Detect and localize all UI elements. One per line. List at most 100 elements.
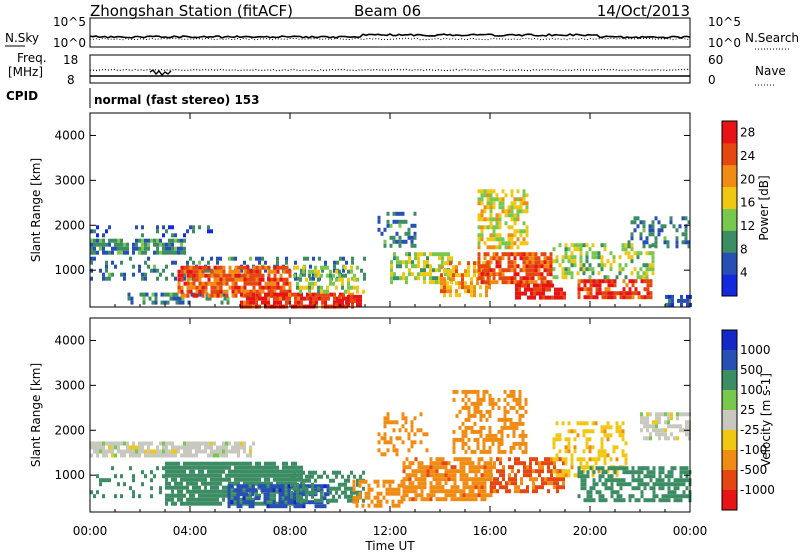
range-cell — [168, 469, 171, 474]
range-cell — [633, 220, 637, 225]
range-cell — [99, 478, 102, 483]
range-cell — [526, 473, 529, 478]
range-cell — [255, 465, 258, 470]
range-cell — [162, 225, 165, 230]
range-cell — [297, 469, 300, 474]
range-cell — [123, 250, 126, 255]
range-cell — [512, 393, 516, 398]
range-cell — [486, 473, 490, 478]
range-cell — [329, 486, 332, 491]
range-cell — [380, 436, 384, 441]
range-cell — [474, 469, 478, 474]
range-cell — [489, 217, 493, 222]
range-cell — [93, 242, 96, 247]
range-cell — [570, 251, 574, 256]
range-cell — [404, 231, 408, 236]
range-cell — [642, 228, 646, 233]
range-cell — [573, 445, 577, 450]
range-cell — [645, 271, 649, 276]
range-cell — [102, 233, 105, 238]
range-cell — [364, 479, 368, 484]
range-cell — [513, 201, 517, 206]
range-cell — [643, 486, 647, 491]
range-cell — [570, 263, 574, 268]
range-cell — [486, 260, 490, 265]
range-cell — [663, 240, 667, 245]
range-cell — [165, 276, 168, 281]
range-cell — [429, 252, 432, 257]
range-cell — [516, 264, 520, 269]
range-cell — [603, 449, 607, 454]
range-cell — [305, 474, 308, 479]
range-cell — [586, 291, 590, 296]
range-cell — [296, 490, 299, 495]
range-cell — [344, 289, 347, 294]
range-cell — [180, 473, 183, 478]
range-cell — [492, 276, 496, 281]
range-cell — [651, 243, 655, 248]
range-cell — [231, 489, 234, 494]
range-cell — [610, 466, 614, 471]
velocity-colorbar-tick: -100 — [740, 443, 767, 457]
range-cell — [231, 281, 235, 286]
range-cell — [537, 268, 541, 273]
range-cell — [270, 465, 273, 470]
range-cell — [389, 243, 393, 248]
range-cell — [432, 485, 436, 490]
range-cell — [312, 272, 315, 277]
range-cell — [402, 272, 405, 277]
range-cell — [477, 457, 481, 462]
range-cell — [147, 242, 150, 247]
range-cell — [219, 289, 223, 294]
range-cell — [350, 486, 353, 491]
range-cell — [249, 289, 253, 294]
range-cell — [135, 238, 138, 243]
range-cell — [429, 469, 433, 474]
range-cell — [501, 237, 505, 242]
range-cell — [290, 494, 293, 499]
range-cell — [500, 417, 504, 422]
range-cell — [582, 243, 586, 248]
range-cell — [252, 465, 255, 470]
range-cell — [480, 209, 484, 214]
range-cell — [168, 242, 171, 247]
range-cell — [160, 300, 164, 305]
range-cell — [341, 474, 344, 479]
range-cell — [405, 485, 409, 490]
range-cell — [547, 465, 550, 470]
range-cell — [607, 279, 611, 284]
range-cell — [673, 498, 677, 503]
range-cell — [636, 255, 640, 260]
range-cell — [591, 271, 595, 276]
range-cell — [441, 252, 444, 257]
range-cell — [633, 267, 637, 272]
range-cell — [492, 233, 496, 238]
range-cell — [258, 465, 261, 470]
range-cell — [621, 437, 625, 442]
range-cell — [488, 285, 491, 290]
range-cell — [476, 437, 480, 442]
range-cell — [636, 224, 640, 229]
range-cell — [417, 256, 420, 261]
range-cell — [598, 498, 602, 503]
range-cell — [139, 292, 143, 297]
range-cell — [570, 465, 574, 470]
range-cell — [239, 488, 243, 493]
range-cell — [329, 281, 332, 286]
range-cell — [640, 478, 644, 483]
range-cell — [126, 449, 129, 454]
range-cell — [114, 453, 117, 458]
range-cell — [686, 302, 689, 307]
range-cell — [296, 281, 299, 286]
range-cell — [443, 277, 446, 282]
range-cell — [423, 272, 426, 277]
range-cell — [511, 465, 514, 470]
range-cell — [489, 221, 493, 226]
range-cell — [507, 209, 511, 214]
range-cell — [499, 485, 502, 490]
range-cell — [321, 300, 324, 305]
range-cell — [359, 302, 362, 307]
range-cell — [645, 263, 649, 268]
range-cell — [285, 265, 289, 270]
range-cell — [640, 279, 644, 284]
